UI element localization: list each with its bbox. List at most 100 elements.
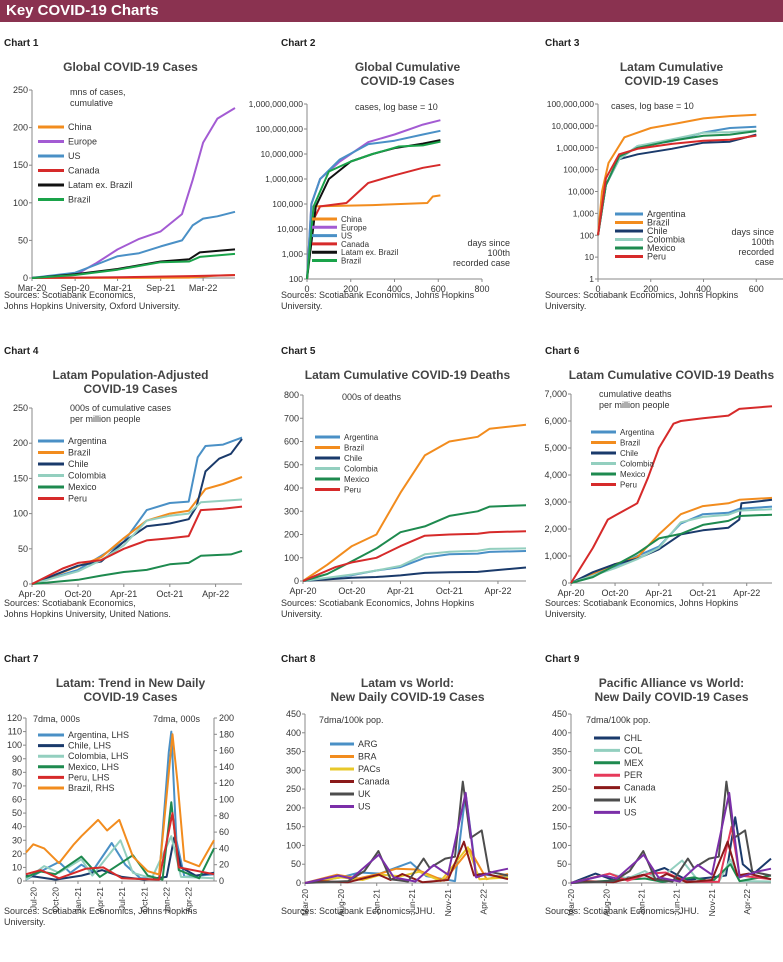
- y-tick-label: 50: [557, 859, 567, 869]
- x-tick-label: 400: [387, 284, 402, 294]
- y2-tick-label: 80: [219, 811, 229, 821]
- chart-title: Global COVID-19 Cases: [0, 60, 261, 74]
- y-tick-label: 100: [13, 509, 28, 519]
- y-tick-label: 6,000: [544, 416, 567, 426]
- series-line-peru: [597, 134, 757, 236]
- y-tick-label: 1,000: [573, 208, 595, 218]
- legend-label: Brazil: [647, 218, 670, 228]
- series-line-peru: [570, 405, 773, 584]
- x-tick-label: Mar-22: [189, 283, 218, 293]
- series-line-uk: [570, 780, 772, 884]
- source-line: University.: [281, 301, 323, 311]
- x-tick-label: Apr-22: [742, 889, 752, 915]
- y-tick-label: 400: [552, 728, 567, 738]
- source-line: Sources: Scotiabank Economics, Johns Hop…: [4, 906, 198, 916]
- y-tick-label: 110: [8, 727, 22, 737]
- source-line: Sources: Scotiabank Economics, Johns Hop…: [281, 290, 475, 300]
- y-tick-label: 10: [585, 252, 595, 262]
- chart-title-line: Latam Cumulative COVID-19 Deaths: [304, 368, 511, 382]
- chart-panel-6: Chart 6 Latam Cumulative COVID-19 Deaths…: [541, 346, 783, 654]
- y-tick-label: 0: [17, 876, 22, 886]
- annotation-text: 100th: [751, 237, 774, 247]
- series-group: [31, 436, 243, 585]
- chart-panel-7: Chart 7 Latam: Trend in New Daily COVID-1…: [0, 654, 261, 962]
- legend-label: China: [68, 122, 92, 132]
- legend-label: Mexico: [68, 482, 97, 492]
- x-tick-label: 200: [343, 284, 358, 294]
- source-line: Johns Hopkins University, Oxford Univers…: [4, 301, 181, 311]
- y-tick-label: 1,000: [282, 249, 304, 259]
- y-tick-label: 150: [286, 822, 301, 832]
- legend-label: UK: [358, 789, 371, 799]
- chart-panel-8: Chart 8 Latam vs World: New Daily COVID-1…: [277, 654, 538, 962]
- legend-label: US: [624, 807, 637, 817]
- chart-number: Chart 6: [545, 346, 580, 357]
- legend-label: Mexico: [647, 243, 676, 253]
- y-tick-label: 400: [286, 728, 301, 738]
- y-tick-label: 1,000,000,000: [249, 99, 304, 109]
- chart-plot: 100 1,000 10,000 100,000 1,000,000 10,000,000…: [249, 99, 510, 294]
- legend-label: Mexico: [620, 470, 646, 479]
- series-line-brazil: [31, 252, 236, 279]
- legend-label: CHL: [624, 733, 642, 743]
- chart-title-line: Global Cumulative: [354, 60, 461, 74]
- axis-note: 7dma/100k pop.: [586, 715, 651, 725]
- y-tick-label: 100: [552, 840, 567, 850]
- series-line-colombia-lhs: [25, 835, 215, 881]
- x-tick-label: 200: [643, 284, 658, 294]
- series-line-us: [31, 210, 236, 279]
- chart-number: Chart 9: [545, 654, 580, 665]
- y-tick-label: 150: [13, 160, 28, 170]
- legend-label: PER: [624, 770, 643, 780]
- chart-title: Latam vs World: New Daily COVID-19 Cases: [277, 676, 538, 704]
- y-tick-label: 100: [284, 553, 299, 563]
- y-tick-label: 200: [552, 803, 567, 813]
- chart-source: Sources: Scotiabank Economics, Johns Hop…: [4, 906, 254, 928]
- series-group: [31, 107, 236, 279]
- x-tick-label: Nov-21: [707, 889, 717, 917]
- chart-source: Sources: Scotiabank Economics, Johns Hop…: [281, 598, 531, 620]
- legend-label: Brazil, RHS: [68, 783, 115, 793]
- axis-note: per million people: [599, 400, 670, 410]
- chart-source: Sources: Scotiabank Economics, Johns Hop…: [545, 598, 783, 620]
- source-line: Sources: Scotiabank Economics, Johns Hop…: [545, 290, 739, 300]
- x-tick-label: Oct-21: [156, 589, 183, 599]
- x-tick-label: Apr-22: [202, 589, 229, 599]
- legend-label: Chile: [344, 454, 363, 463]
- series-group: [302, 423, 527, 582]
- chart-title-line: Pacific Alliance vs World:: [598, 676, 745, 690]
- series-line-argentina-lhs: [25, 730, 215, 881]
- legend-label: US: [68, 151, 81, 161]
- chart-title-line: Latam vs World:: [360, 676, 455, 690]
- y-tick-label: 100,000,000: [547, 99, 595, 109]
- y-tick-label: 350: [552, 747, 567, 757]
- series-group: [570, 405, 773, 584]
- chart-title-line: Latam Cumulative COVID-19 Deaths: [568, 368, 775, 382]
- legend-label: Mexico, LHS: [68, 762, 119, 772]
- x-tick-label: Sep-21: [146, 283, 175, 293]
- series-line-us: [304, 791, 509, 884]
- axis-note: 7dma, 000s: [153, 714, 201, 724]
- chart-title: Latam: Trend in New Daily COVID-19 Cases: [0, 676, 261, 704]
- axes: 0 50 100 150 200 250 Mar-20 Sep-20 Mar-21 Sep-21 M…: [13, 85, 235, 293]
- legend-label: Brazil: [68, 448, 91, 458]
- y-tick-label: 1,000,000: [265, 174, 303, 184]
- chart-title: Latam Cumulative COVID-19 Deaths: [277, 368, 538, 382]
- axis-note: mns of cases,: [70, 87, 126, 97]
- legend-label: Mexico: [344, 475, 370, 484]
- y-tick-label: 100: [286, 840, 301, 850]
- y2-tick-label: 160: [219, 746, 234, 756]
- y-tick-label: 200: [284, 530, 299, 540]
- y-tick-label: 60: [12, 795, 22, 805]
- series-line-mexico: [570, 513, 773, 584]
- chart-panel-2: Chart 2 Global Cumulative COVID-19 Cases …: [249, 38, 538, 346]
- x-tick-label: Sep-20: [61, 283, 90, 293]
- legend-label: COL: [624, 745, 643, 755]
- y2-tick-label: 120: [219, 778, 234, 788]
- y-tick-label: 350: [286, 747, 301, 757]
- x-tick-label: 800: [474, 284, 489, 294]
- chart-title-line: COVID-19 Cases: [360, 74, 455, 88]
- x-tick-label: Mar-21: [103, 283, 132, 293]
